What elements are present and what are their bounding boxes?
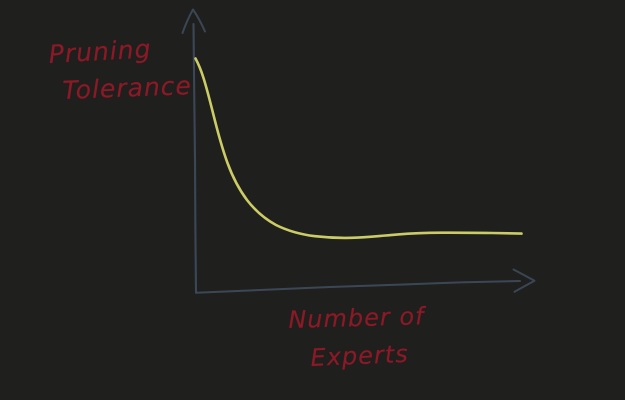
- x-axis-label-line-1: Number of: [288, 302, 425, 334]
- y-axis-arrowhead-icon: [181, 8, 206, 34]
- x-axis-arrowhead-icon: [512, 268, 536, 293]
- pruning-tolerance-curve: [194, 57, 523, 240]
- y-axis-label-line-2: Tolerance: [62, 71, 193, 105]
- x-axis-label-line-2: Experts: [310, 339, 410, 372]
- y-axis-line: [192, 22, 198, 294]
- x-axis-line: [195, 280, 521, 294]
- y-axis-label-line-1: Pruning: [48, 34, 153, 69]
